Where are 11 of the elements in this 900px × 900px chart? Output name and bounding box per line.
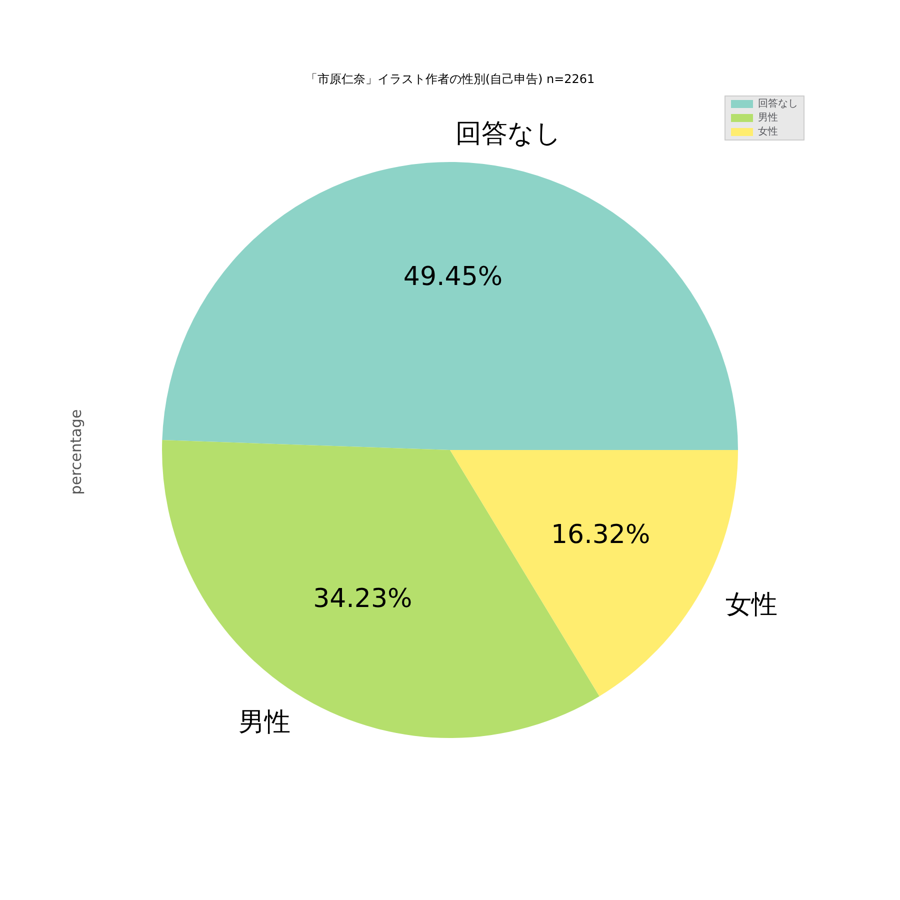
text: percentage [67,409,85,495]
data-label: 16.32% [551,520,650,550]
slice-label: 女性 [725,590,778,620]
chart-title: 「市原仁奈」イラスト作者の性別(自己申告) n=2261 [305,72,595,86]
data-label: 34.23% [313,584,412,614]
slice-label: 回答なし [455,119,562,150]
data-label: 49.45% [403,262,503,292]
slice-label: 男性 [238,708,290,738]
legend-label: 回答なし [758,98,798,110]
legend-label: 男性 [758,112,778,124]
legend-label: 女性 [758,126,778,138]
